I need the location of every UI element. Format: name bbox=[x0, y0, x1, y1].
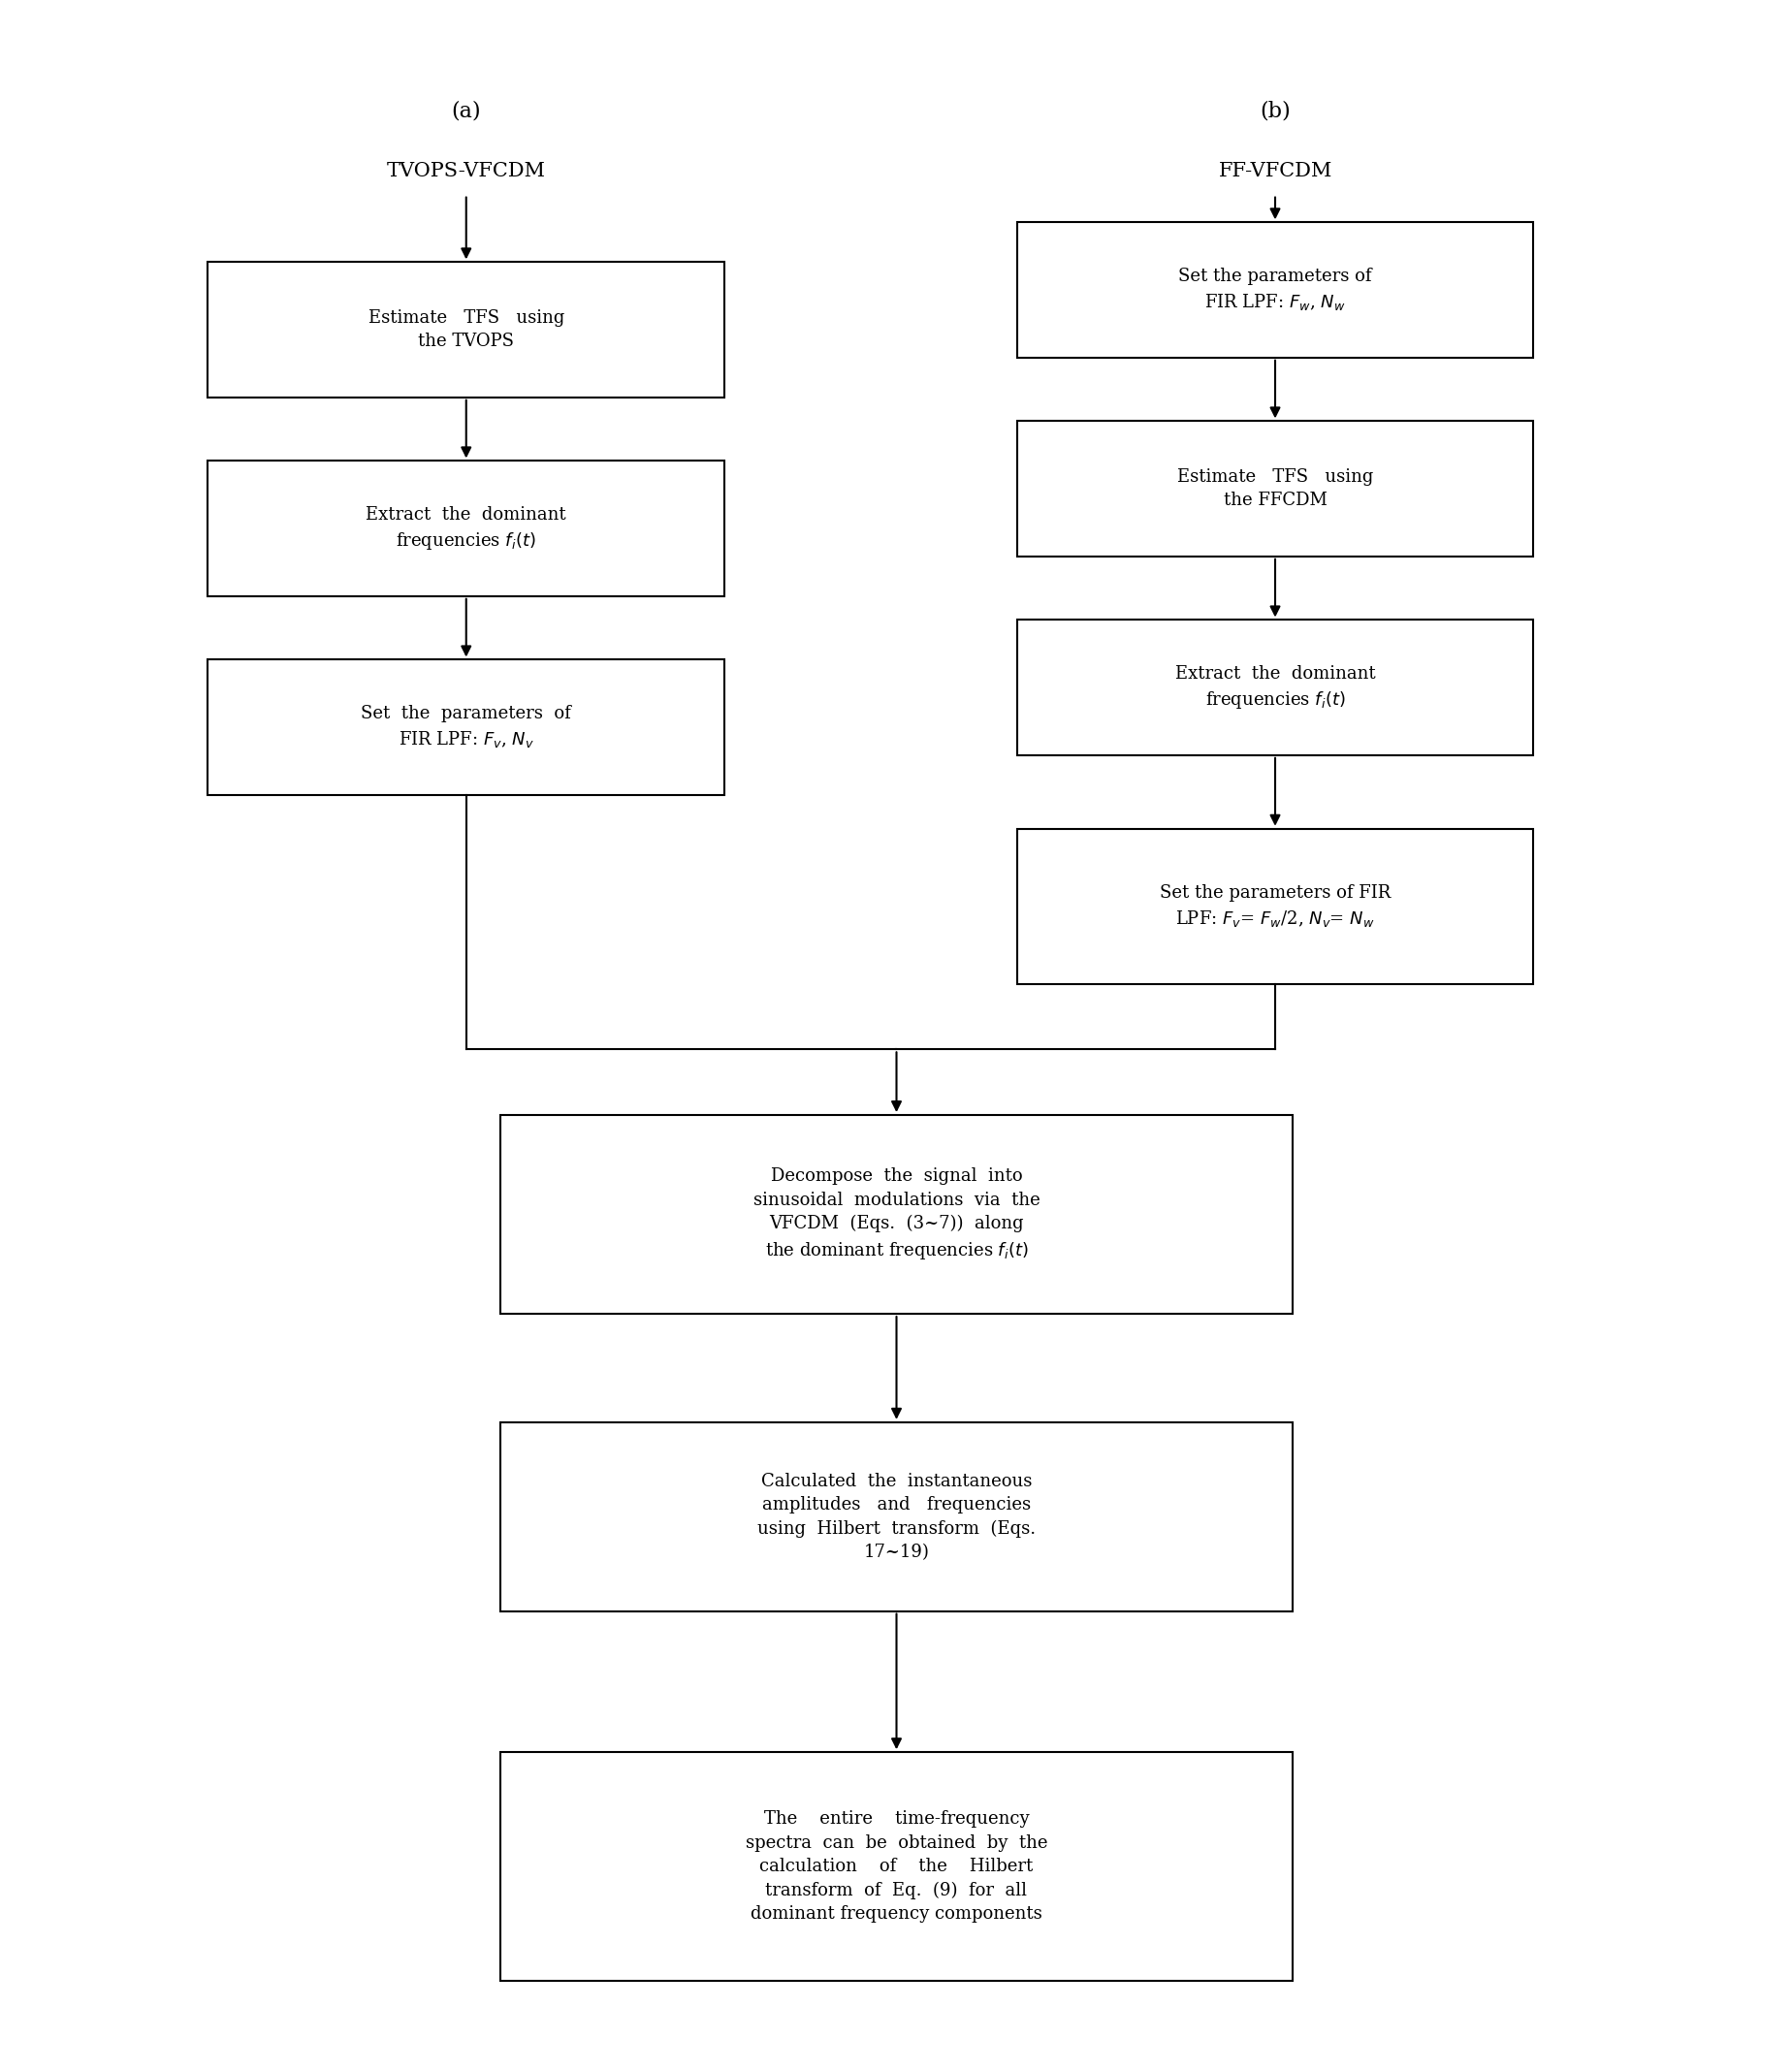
Bar bbox=[500, 1752, 1292, 1980]
Text: Set the parameters of FIR
LPF: $F_v$= $F_w$/2, $N_v$= $N_w$: Set the parameters of FIR LPF: $F_v$= $F… bbox=[1159, 884, 1391, 928]
Text: Extract  the  dominant
frequencies $f_i(t)$: Extract the dominant frequencies $f_i(t)… bbox=[366, 505, 566, 551]
Text: FF-VFCDM: FF-VFCDM bbox=[1217, 162, 1331, 180]
Bar bbox=[500, 1114, 1292, 1313]
Text: The    entire    time-frequency
spectra  can  be  obtained  by  the
calculation : The entire time-frequency spectra can be… bbox=[745, 1810, 1047, 1922]
Text: Calculated  the  instantaneous
amplitudes   and   frequencies
using  Hilbert  tr: Calculated the instantaneous amplitudes … bbox=[756, 1472, 1036, 1562]
Bar bbox=[208, 661, 724, 795]
Text: (a): (a) bbox=[452, 99, 480, 122]
Bar bbox=[1016, 619, 1532, 756]
Bar bbox=[1016, 828, 1532, 984]
Text: Estimate   TFS   using
the TVOPS: Estimate TFS using the TVOPS bbox=[367, 309, 564, 350]
Text: Decompose  the  signal  into
sinusoidal  modulations  via  the
VFCDM  (Eqs.  (3~: Decompose the signal into sinusoidal mod… bbox=[753, 1168, 1039, 1261]
Text: TVOPS-VFCDM: TVOPS-VFCDM bbox=[387, 162, 545, 180]
Text: (b): (b) bbox=[1260, 99, 1290, 122]
Bar bbox=[208, 263, 724, 398]
Bar bbox=[208, 462, 724, 596]
Text: Set the parameters of
FIR LPF: $F_w$, $N_w$: Set the parameters of FIR LPF: $F_w$, $N… bbox=[1177, 267, 1371, 313]
Bar bbox=[500, 1423, 1292, 1611]
Bar bbox=[1016, 222, 1532, 358]
Bar bbox=[1016, 420, 1532, 557]
Text: Estimate   TFS   using
the FFCDM: Estimate TFS using the FFCDM bbox=[1176, 468, 1373, 509]
Text: Extract  the  dominant
frequencies $f_i(t)$: Extract the dominant frequencies $f_i(t)… bbox=[1174, 665, 1374, 710]
Text: Set  the  parameters  of
FIR LPF: $F_v$, $N_v$: Set the parameters of FIR LPF: $F_v$, $N… bbox=[360, 704, 572, 750]
